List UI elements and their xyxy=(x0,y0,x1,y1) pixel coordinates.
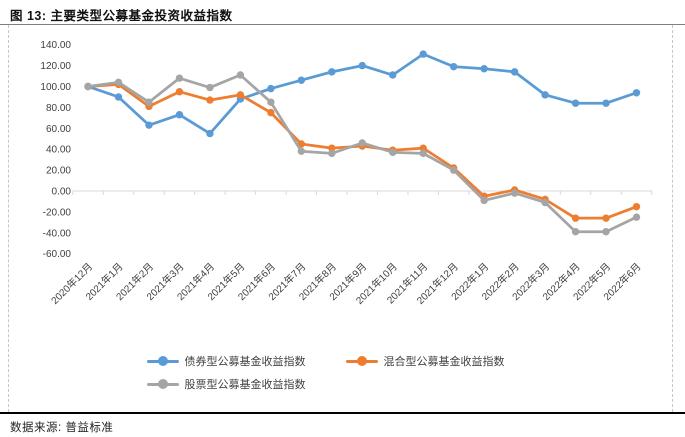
legend-swatch-stock xyxy=(146,379,179,389)
svg-text:100.00: 100.00 xyxy=(40,82,71,93)
bond-series xyxy=(84,50,641,138)
svg-text:40.00: 40.00 xyxy=(46,145,71,156)
figure-right-border xyxy=(672,25,673,412)
svg-text:-40.00: -40.00 xyxy=(43,228,72,239)
top-rule xyxy=(0,24,685,25)
figure-title: 图 13: 主要类型公募基金投资收益指数 xyxy=(10,9,233,23)
chart-legend: 债券型公募基金收益指数 混合型公募基金收益指数 股票型公募基金收益指数 xyxy=(0,351,685,394)
data-source-note: 数据来源: 普益标准 xyxy=(10,422,114,434)
svg-text:0.00: 0.00 xyxy=(52,187,72,198)
bottom-rule xyxy=(0,412,685,414)
legend-label-bond: 债券型公募基金收益指数 xyxy=(184,356,306,368)
x-axis-tick-labels: 2020年12月2021年1月2021年2月2021年3月2021年4月2021… xyxy=(48,260,643,307)
legend-label-hybrid: 混合型公募基金收益指数 xyxy=(383,356,505,368)
svg-text:140.00: 140.00 xyxy=(40,40,71,51)
hybrid-series xyxy=(84,80,641,222)
svg-text:20.00: 20.00 xyxy=(46,166,71,177)
legend-item-hybrid: 混合型公募基金收益指数 xyxy=(345,351,529,371)
stock-series xyxy=(84,71,641,236)
legend-item-bond: 债券型公募基金收益指数 xyxy=(146,351,330,371)
x-axis xyxy=(72,190,653,195)
legend-swatch-hybrid xyxy=(345,356,378,366)
svg-text:120.00: 120.00 xyxy=(40,61,71,72)
svg-text:60.00: 60.00 xyxy=(46,124,71,135)
svg-text:80.00: 80.00 xyxy=(46,103,71,114)
figure-left-border xyxy=(8,25,9,412)
legend-label-stock: 股票型公募基金收益指数 xyxy=(184,379,306,391)
svg-text:-60.00: -60.00 xyxy=(43,249,72,260)
y-axis-tick-labels: 140.00 120.00 100.00 80.00 60.00 40.00 20.00 0.… xyxy=(40,40,71,260)
svg-text:-20.00: -20.00 xyxy=(43,207,72,218)
legend-swatch-bond xyxy=(146,356,179,366)
legend-item-stock: 股票型公募基金收益指数 xyxy=(146,374,330,394)
